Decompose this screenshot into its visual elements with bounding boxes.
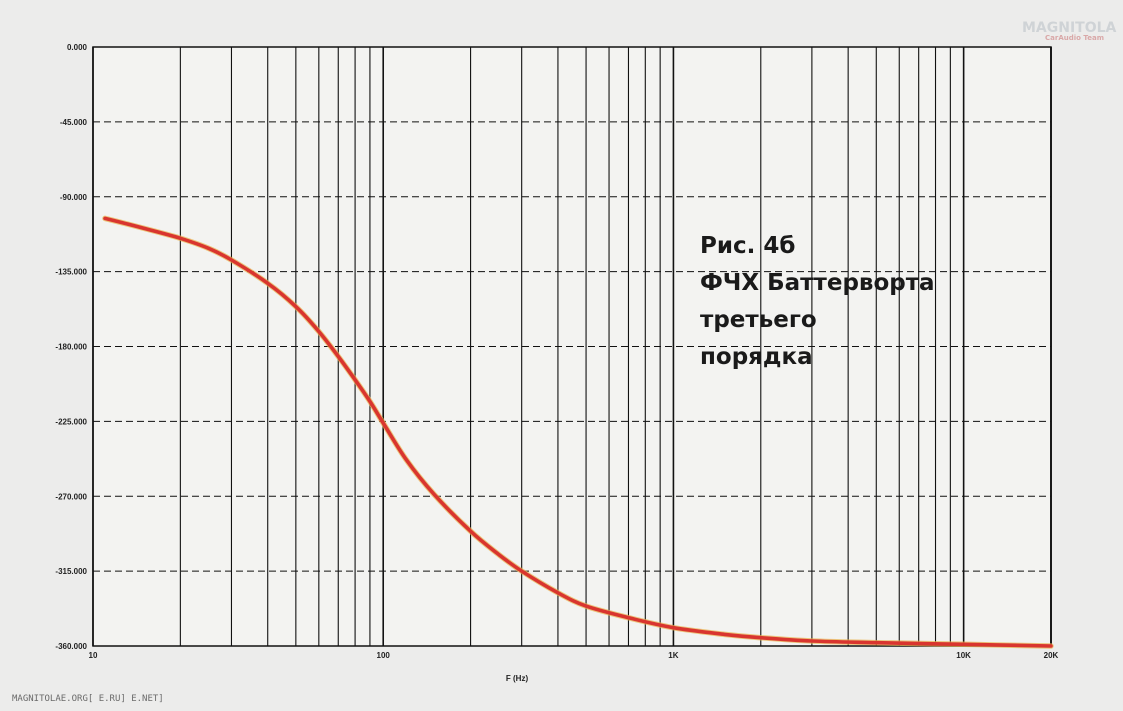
- x-axis-ticks: 10 100 1K 10K 20K: [89, 651, 1059, 660]
- x-axis-label: F (Hz): [506, 674, 529, 683]
- series-line: [103, 216, 1053, 648]
- y-tick-label: -360.000: [55, 642, 87, 651]
- site-watermark: MAGNITOLAE.ORG[ E.RU] E.NET]: [12, 694, 164, 704]
- y-tick-label: -45.000: [60, 118, 88, 127]
- y-tick-label: -135.000: [55, 268, 87, 277]
- y-tick-label: -315.000: [55, 567, 87, 576]
- x-tick-label: 20K: [1044, 651, 1059, 660]
- x-tick-label: 1K: [668, 651, 678, 660]
- logo-main: MAGNITOLA: [1022, 20, 1117, 36]
- grid-lines: [92, 46, 1052, 647]
- y-axis-ticks: 0.000 -45.000 -90.000 -135.000 -180.000 -225.…: [55, 43, 87, 651]
- logo-sub: CarAudio Team: [1045, 34, 1104, 42]
- y-tick-label: -270.000: [55, 492, 87, 501]
- magnitola-logo: MAGNITOLA CarAudio Team: [1022, 20, 1117, 42]
- y-tick-label: -225.000: [55, 417, 87, 426]
- x-tick-label: 100: [377, 651, 391, 660]
- x-tick-label: 10: [89, 651, 98, 660]
- y-tick-label: 0.000: [67, 43, 88, 52]
- y-tick-label: -90.000: [60, 193, 88, 202]
- series-group: [102, 215, 1054, 649]
- x-tick-label: 10K: [956, 651, 971, 660]
- figure-caption: Рис. 4б ФЧХ Баттерворта третьего порядка: [700, 233, 935, 370]
- y-tick-label: -180.000: [55, 343, 87, 352]
